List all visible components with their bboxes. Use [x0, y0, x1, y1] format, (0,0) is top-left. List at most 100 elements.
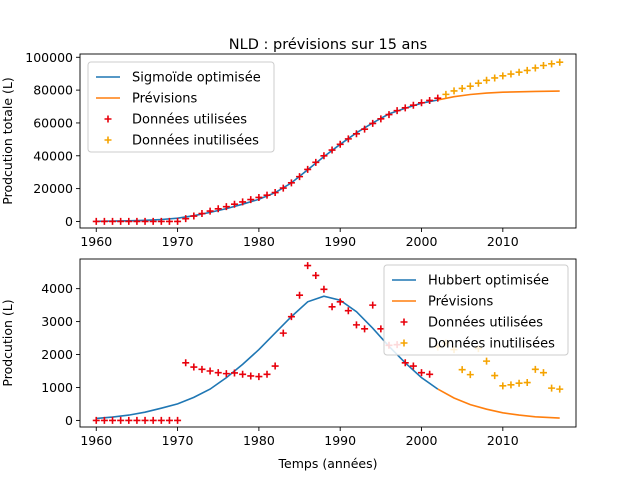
data-point — [523, 66, 531, 74]
data-point — [450, 87, 458, 95]
data-point — [312, 271, 320, 279]
data-point — [247, 372, 255, 380]
data-point — [507, 70, 515, 78]
legend: Sigmoïde optimisée Prévisions Données util… — [87, 61, 275, 153]
data-point — [206, 367, 214, 375]
data-point — [361, 125, 369, 133]
data-point — [491, 372, 499, 380]
top-chart: 1960 1970 1980 1990 2000 2010 0 20000 40000 60000… — [0, 50, 577, 249]
data-point — [271, 189, 279, 197]
data-point — [499, 72, 507, 80]
data-point — [401, 359, 409, 367]
x-tick-label: 1970 — [162, 234, 194, 249]
data-point — [401, 104, 409, 112]
data-point — [100, 416, 108, 424]
data-point — [304, 165, 312, 173]
data-point — [157, 217, 165, 225]
axes-frame — [79, 258, 577, 428]
data-point — [483, 357, 491, 365]
data-point — [174, 416, 182, 424]
data-point — [344, 135, 352, 143]
y-tick-label: 3000 — [41, 314, 73, 329]
legend-marker-handle — [400, 318, 408, 326]
data-point — [230, 200, 238, 208]
figure-title: NLD : prévisions sur 15 ans — [229, 37, 427, 53]
data-point — [296, 173, 304, 181]
data-point — [369, 119, 377, 127]
x-tick-label: 2010 — [487, 433, 519, 448]
legend-marker-handle — [104, 115, 112, 123]
data-point — [214, 205, 222, 213]
data-point — [287, 179, 295, 187]
data-point — [206, 207, 214, 215]
data-point — [117, 416, 125, 424]
data-point — [198, 210, 206, 218]
data-point — [165, 217, 173, 225]
data-point — [117, 217, 125, 225]
data-point — [442, 90, 450, 98]
data-point — [548, 60, 556, 68]
data-point — [409, 101, 417, 109]
legend-entry: Hubbert optimisée — [428, 274, 549, 289]
data-point — [149, 416, 157, 424]
legend-frame — [87, 61, 275, 153]
data-point — [239, 370, 247, 378]
data-point — [507, 381, 515, 389]
data-point — [92, 416, 100, 424]
data-point — [377, 325, 385, 333]
data-point — [296, 291, 304, 299]
y-tick-label: 100000 — [25, 50, 73, 65]
data-point — [377, 115, 385, 123]
data-point — [458, 366, 466, 374]
legend-entry: Données inutilisées — [428, 337, 555, 352]
data-point — [426, 96, 434, 104]
y-tick-label: 4000 — [41, 281, 73, 296]
data-point — [320, 285, 328, 293]
data-point — [458, 84, 466, 92]
data-point — [409, 362, 417, 370]
data-point — [239, 198, 247, 206]
data-point — [336, 140, 344, 148]
data-point — [100, 217, 108, 225]
data-point — [548, 384, 556, 392]
axes-frame — [79, 53, 577, 229]
data-point — [109, 416, 117, 424]
data-point — [556, 385, 564, 393]
data-point — [320, 152, 328, 160]
y-tick-label: 2000 — [41, 347, 73, 362]
data-point — [418, 99, 426, 107]
x-tick-label: 1990 — [324, 234, 356, 249]
y-tick-label: 60000 — [33, 115, 73, 130]
series-line-1 — [437, 388, 560, 419]
data-point — [531, 64, 539, 72]
legend-entry: Prévisions — [428, 295, 494, 310]
y-axis-label: Prodcution (L) — [0, 299, 15, 386]
data-point — [279, 184, 287, 192]
y-tick-label: 0 — [65, 214, 73, 229]
data-point — [466, 371, 474, 379]
data-point — [515, 379, 523, 387]
legend-entry: Données inutilisées — [132, 134, 259, 149]
data-point — [279, 329, 287, 337]
data-point — [434, 94, 442, 102]
data-point — [125, 217, 133, 225]
data-point — [515, 68, 523, 76]
data-point — [149, 217, 157, 225]
x-tick-label: 1960 — [80, 234, 112, 249]
data-point — [92, 217, 100, 225]
data-point — [109, 217, 117, 225]
data-point — [385, 111, 393, 119]
y-tick-label: 0 — [65, 413, 73, 428]
y-tick-label: 20000 — [33, 181, 73, 196]
data-point — [369, 301, 377, 309]
data-point — [304, 262, 312, 270]
data-point — [539, 369, 547, 377]
data-point — [190, 212, 198, 220]
data-point — [230, 369, 238, 377]
data-point — [474, 79, 482, 87]
data-point — [198, 365, 206, 373]
series-line-1 — [437, 90, 560, 101]
legend-entry: Sigmoïde optimisée — [132, 71, 261, 86]
data-point — [157, 416, 165, 424]
